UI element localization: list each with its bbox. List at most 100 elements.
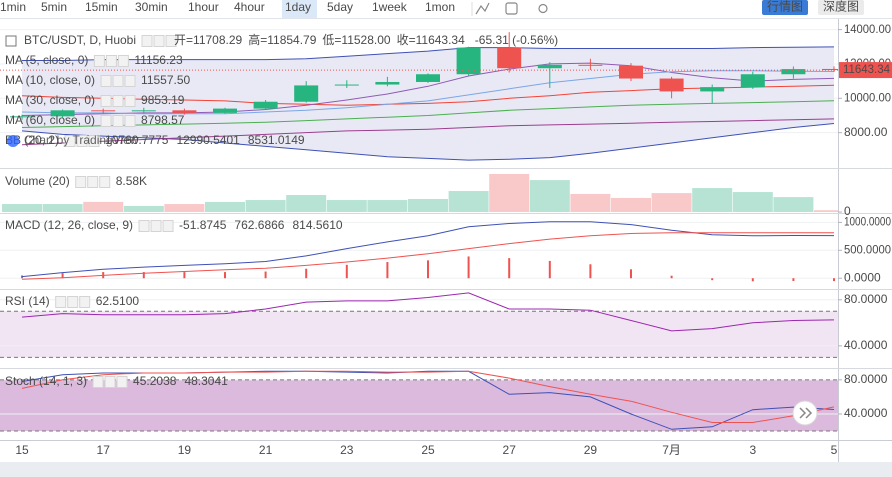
volume-bar xyxy=(529,180,570,212)
legend-icon[interactable] xyxy=(141,35,153,47)
view-button[interactable] xyxy=(762,0,808,15)
x-tick-label: 17 xyxy=(97,443,111,457)
y-tick-label: 0 xyxy=(844,204,851,218)
interval-button[interactable]: 1week xyxy=(372,0,408,14)
last-price-tag xyxy=(839,62,892,79)
legend-icon[interactable] xyxy=(124,115,136,127)
legend-icon[interactable] xyxy=(93,55,105,67)
histogram-bar xyxy=(264,271,267,279)
legend-icon[interactable] xyxy=(76,135,88,147)
x-tick-label: 25 xyxy=(421,443,435,457)
histogram-bar xyxy=(183,272,186,279)
histogram-bar xyxy=(508,258,511,279)
legend-icon[interactable] xyxy=(79,296,91,308)
interval-button[interactable]: 15min xyxy=(85,0,118,14)
legend-icon[interactable] xyxy=(116,376,128,388)
legend-icon[interactable] xyxy=(165,35,177,47)
y-tick-label: 10000.00 xyxy=(844,90,891,104)
pane xyxy=(0,29,838,161)
legend-icon[interactable] xyxy=(75,176,87,188)
interval-button[interactable]: 5min xyxy=(41,0,67,14)
compare-icon[interactable] xyxy=(505,2,518,15)
plot-layer xyxy=(0,29,838,432)
legend-icon[interactable] xyxy=(88,135,100,147)
screenshot-icon[interactable] xyxy=(538,3,548,14)
legend-icon[interactable] xyxy=(99,176,111,188)
histogram-bar xyxy=(386,262,389,279)
x-tick-label: 3 xyxy=(749,443,756,457)
histogram-bar xyxy=(305,268,308,279)
candle-body xyxy=(172,110,197,113)
x-tick-label: 7月 xyxy=(662,443,681,457)
histogram-bar xyxy=(345,264,348,279)
histogram-bar xyxy=(224,272,226,279)
interval-button[interactable]: 1day xyxy=(285,0,311,14)
legend-icon[interactable] xyxy=(67,296,79,308)
view-button[interactable] xyxy=(818,0,864,15)
legend-icon[interactable] xyxy=(105,55,117,67)
legend-value: 11156.23 xyxy=(134,53,183,67)
indicator-icon[interactable] xyxy=(475,2,490,15)
candle-body xyxy=(253,101,278,109)
moving-average xyxy=(21,70,835,115)
legend-icon[interactable] xyxy=(117,55,129,67)
legend-value: 9853.19 xyxy=(141,93,185,107)
legend-icon[interactable] xyxy=(100,95,112,107)
legend-icon[interactable] xyxy=(124,75,136,87)
interval-button[interactable]: 30min xyxy=(135,0,168,14)
histogram-bar xyxy=(548,260,551,279)
candle-body xyxy=(619,65,643,79)
y-tick-label: 0.0000 xyxy=(844,270,881,284)
interval-button[interactable]: 4hour xyxy=(234,0,265,14)
legend-icon[interactable] xyxy=(112,115,124,127)
legend-icon[interactable] xyxy=(124,95,136,107)
moving-average xyxy=(21,100,835,128)
volume-bar xyxy=(773,197,814,212)
legend-icon[interactable] xyxy=(162,220,174,232)
interval-button[interactable]: 5day xyxy=(327,0,353,14)
legend-icon[interactable] xyxy=(87,176,99,188)
y-tick-label: 1000.0000 xyxy=(844,215,891,229)
legend-icon[interactable] xyxy=(104,376,116,388)
histogram-bar xyxy=(142,272,145,279)
legend-value: 814.5610 xyxy=(292,218,342,232)
quote-value: 11854.79 xyxy=(267,33,316,47)
legend-icon[interactable] xyxy=(153,35,165,47)
indicator-line xyxy=(21,221,835,278)
collapse-icon[interactable] xyxy=(5,35,17,47)
candle-body xyxy=(537,64,562,69)
legend-name: BB (20, 2) xyxy=(5,133,59,147)
legend-icon[interactable] xyxy=(92,376,104,388)
x-tick-label: 15 xyxy=(15,443,29,457)
histogram-bar xyxy=(21,275,23,279)
legend-icon[interactable] xyxy=(150,220,162,232)
candle-body xyxy=(700,87,725,92)
volume-bar xyxy=(123,205,164,212)
legend-icon[interactable] xyxy=(64,135,76,147)
interval-button[interactable]: 1mon xyxy=(425,0,455,14)
histogram-bar xyxy=(589,264,592,279)
candle-body xyxy=(375,81,400,85)
y-tick-label: 80.0000 xyxy=(844,292,888,306)
quote-label: 高= xyxy=(248,32,267,47)
legend-icon[interactable] xyxy=(112,95,124,107)
histogram-bar xyxy=(751,278,754,282)
interval-button[interactable]: 1min xyxy=(0,0,26,14)
histogram-bar xyxy=(670,275,673,279)
volume-bar xyxy=(245,200,286,212)
volume-bar xyxy=(570,193,611,212)
legend-icon[interactable] xyxy=(55,296,67,308)
quote-value: 11643.34 xyxy=(416,33,465,47)
legend-value: 8.58K xyxy=(116,174,147,188)
moving-average xyxy=(21,118,835,146)
legend-icon[interactable] xyxy=(100,115,112,127)
legend-icon[interactable] xyxy=(100,75,112,87)
interval-button[interactable]: 1hour xyxy=(188,0,219,14)
candle-body xyxy=(334,84,359,86)
toolbar-icons xyxy=(475,2,548,15)
legend-icon[interactable] xyxy=(112,75,124,87)
x-tick-label: 5 xyxy=(831,443,838,457)
indicator-line xyxy=(21,232,834,280)
legend-icon[interactable] xyxy=(138,220,150,232)
